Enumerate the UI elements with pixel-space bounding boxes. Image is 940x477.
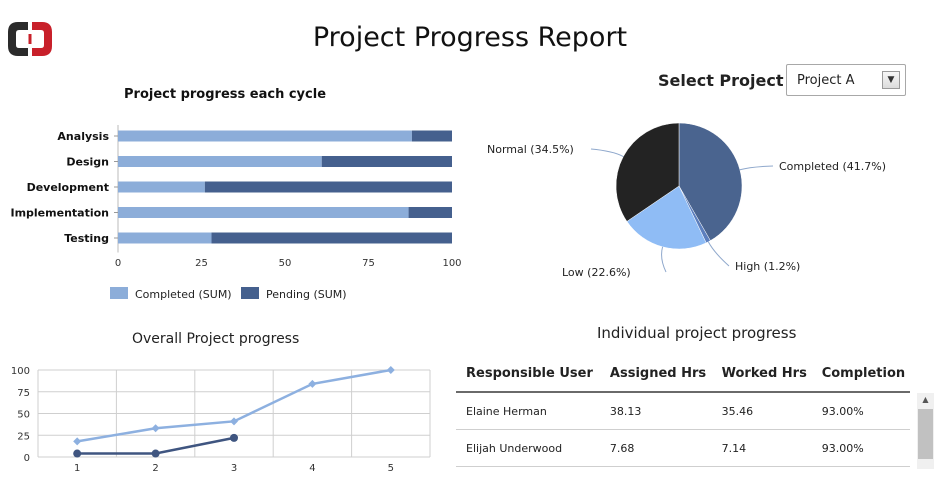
bar-segment (204, 181, 452, 193)
x-tick-label: 4 (309, 463, 315, 474)
data-point (386, 366, 395, 374)
pie-slice-label: Normal (34.5%) (487, 143, 574, 156)
series-line (76, 368, 392, 443)
table-cell: 93.00% (811, 429, 910, 467)
pie-slice (678, 122, 743, 241)
data-point (151, 449, 160, 458)
line-chart-title: Overall Project progress (132, 331, 300, 347)
pie-leader-line (590, 148, 624, 157)
bar-segment (211, 232, 452, 244)
y-tick-label: 75 (17, 388, 30, 399)
category-label: Development (27, 181, 109, 194)
data-point (73, 449, 82, 458)
x-tick-label: 1 (74, 463, 80, 474)
bar-chart: Analysis Design Development Implementation T… (10, 125, 462, 301)
data-point (230, 417, 238, 426)
x-tick-label: 0 (115, 258, 121, 269)
table-scrollbar[interactable]: ▲ (917, 393, 934, 469)
table-cell: Elaine Herman (456, 392, 600, 430)
category-label: Analysis (57, 130, 109, 143)
bar-segment (118, 156, 322, 167)
x-tick-label: 25 (195, 258, 208, 269)
pie-slice (626, 185, 707, 250)
bar-segment (118, 130, 412, 142)
legend-swatch (241, 287, 259, 299)
pie-slice-label: High (1.2%) (735, 260, 800, 273)
project-select[interactable]: Project A ▼ (786, 64, 906, 96)
x-tick-label: 50 (279, 258, 292, 269)
select-project-label: Select Project (658, 71, 784, 90)
table-cell: 35.46 (711, 392, 812, 430)
table-row[interactable]: Elijah Underwood 7.68 7.14 93.00% (456, 429, 910, 467)
company-logo (8, 22, 52, 56)
data-point (151, 424, 160, 433)
table-row[interactable]: Elaine Herman 38.13 35.46 93.00% (456, 392, 910, 430)
legend-label: Pending (SUM) (266, 288, 347, 301)
table-cell: 7.14 (711, 429, 812, 467)
category-label: Implementation (10, 207, 109, 220)
bar-segment (321, 156, 452, 167)
table-cell: Elijah Underwood (456, 429, 600, 467)
pie-slice (615, 122, 680, 222)
x-tick-label: 3 (231, 463, 237, 474)
table-cell: 93.00% (811, 392, 910, 430)
data-point (308, 379, 317, 388)
individual-progress-table: Responsible User Assigned Hrs Worked Hrs… (456, 356, 910, 467)
column-header[interactable]: Assigned Hrs (599, 356, 712, 393)
pie-chart: Completed (41.7%) High (1.2%) Low (22.6%) N… (487, 122, 886, 279)
x-tick-label: 75 (362, 258, 375, 269)
table-cell: 38.13 (599, 392, 712, 430)
data-point (73, 437, 82, 446)
table-title: Individual project progress (597, 324, 797, 342)
project-select-value: Project A (797, 73, 855, 88)
pie-leader-line (739, 165, 774, 171)
category-label: Design (66, 156, 109, 169)
scrollbar-thumb[interactable] (918, 409, 933, 459)
pie-leader-line (707, 241, 730, 267)
page-title: Project Progress Report (312, 22, 628, 53)
bar-segment (118, 181, 205, 193)
bar-chart-title: Project progress each cycle (124, 87, 327, 102)
column-header[interactable]: Responsible User (456, 356, 600, 393)
legend-label: Completed (SUM) (135, 288, 232, 301)
data-point (230, 433, 238, 442)
scroll-up-arrow-icon[interactable]: ▲ (922, 395, 929, 404)
pie-leader-line (661, 246, 667, 273)
line-chart: 0 25 50 75 100 1 2 3 4 5 (11, 366, 431, 474)
y-tick-label: 100 (11, 366, 30, 377)
y-tick-label: 0 (24, 453, 30, 464)
x-tick-label: 5 (388, 463, 394, 474)
bar-segment (411, 130, 452, 142)
bar-segment (408, 207, 452, 218)
table-cell: 7.68 (599, 429, 712, 467)
x-tick-label: 100 (442, 258, 461, 269)
chevron-down-icon[interactable]: ▼ (882, 71, 900, 89)
y-tick-label: 50 (17, 410, 30, 421)
pie-slice-label: Completed (41.7%) (779, 160, 886, 173)
pie-slice-label: Low (22.6%) (562, 266, 631, 279)
bar-segment (118, 232, 212, 244)
column-header[interactable]: Worked Hrs (711, 356, 812, 393)
table-header-row: Responsible User Assigned Hrs Worked Hrs… (456, 356, 910, 393)
y-tick-label: 25 (17, 431, 30, 442)
column-header[interactable]: Completion (811, 356, 910, 393)
bar-segment (118, 207, 409, 218)
x-tick-label: 2 (152, 463, 158, 474)
category-label: Testing (64, 232, 109, 245)
legend-swatch (110, 287, 128, 299)
